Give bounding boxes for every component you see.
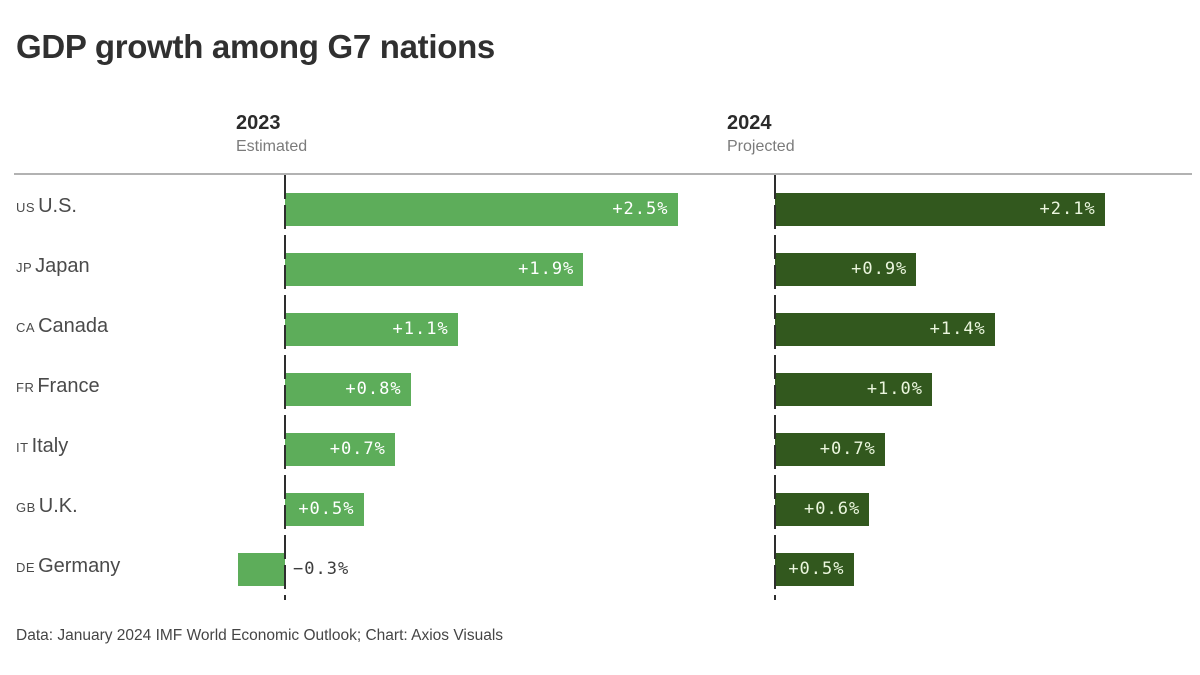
country-code: FR	[16, 380, 35, 395]
row-label-jp: JP Japan	[16, 255, 90, 278]
bar-value-label: +0.5%	[298, 499, 355, 519]
zero-axis-2024	[774, 175, 776, 600]
column-subtitle-2024: Projected	[727, 138, 795, 155]
column-year-2023: 2023	[236, 112, 281, 134]
bar-2024-jp: +0.9%	[775, 252, 917, 286]
country-name: Japan	[35, 255, 90, 277]
column-header-2023: 2023 Estimated	[236, 112, 307, 156]
column-header-2024: 2024 Projected	[727, 112, 795, 156]
country-code: GB	[16, 500, 36, 515]
bar-2024-it: +0.7%	[775, 432, 885, 466]
country-name: U.S.	[38, 195, 77, 217]
source-credit: Data: January 2024 IMF World Economic Ou…	[16, 627, 504, 644]
bar-value-label: +0.7%	[819, 439, 876, 459]
country-name: Canada	[38, 315, 109, 337]
row-label-ca: CA Canada	[16, 315, 108, 338]
column-year-2024: 2024	[727, 112, 772, 134]
row-label-gb: GB U.K.	[16, 495, 78, 518]
bar-2023-jp: +1.9%	[285, 252, 584, 286]
bar-value-label: +1.9%	[518, 259, 575, 279]
column-subtitle-2023: Estimated	[236, 138, 308, 155]
bar-value-label: +0.7%	[329, 439, 386, 459]
row-label-de: DE Germany	[16, 555, 120, 578]
country-name: U.K.	[38, 495, 78, 517]
country-code: US	[16, 200, 36, 215]
country-code: DE	[16, 560, 36, 575]
bar-2023-it: +0.7%	[285, 432, 395, 466]
bar-2023-de	[237, 552, 285, 586]
bar-value-label: +0.8%	[345, 379, 402, 399]
bar-value-label: +2.1%	[1039, 199, 1096, 219]
row-label-us: US U.S.	[16, 195, 77, 218]
bar-value-label: +1.0%	[866, 379, 923, 399]
chart-title: GDP growth among G7 nations	[16, 28, 495, 65]
bar-2024-de: +0.5%	[775, 552, 854, 586]
header-rule	[14, 173, 1192, 175]
bar-2024-us: +2.1%	[775, 192, 1105, 226]
country-name: Italy	[31, 435, 69, 457]
country-name: Germany	[38, 555, 121, 577]
country-code: JP	[16, 260, 33, 275]
bar-2023-fr: +0.8%	[285, 372, 411, 406]
bar-2023-us: +2.5%	[285, 192, 678, 226]
bar-value-label: +0.9%	[851, 259, 908, 279]
bar-value-label: +0.5%	[788, 559, 845, 579]
row-label-it: IT Italy	[16, 435, 68, 458]
bar-2024-ca: +1.4%	[775, 312, 995, 346]
bar-value-label: +1.4%	[929, 319, 986, 339]
bar-2023-gb: +0.5%	[285, 492, 364, 526]
bar-2024-fr: +1.0%	[775, 372, 932, 406]
bar-value-label: +1.1%	[392, 319, 449, 339]
zero-axis-2023	[284, 175, 286, 600]
country-code: CA	[16, 320, 36, 335]
country-code: IT	[16, 440, 29, 455]
bar-2023-ca: +1.1%	[285, 312, 458, 346]
bar-value-label: +0.6%	[804, 499, 861, 519]
bar-value-label-negative: −0.3%	[293, 559, 350, 579]
row-label-fr: FR France	[16, 375, 100, 398]
bar-value-label: +2.5%	[612, 199, 669, 219]
country-name: France	[37, 375, 100, 397]
bar-2024-gb: +0.6%	[775, 492, 870, 526]
